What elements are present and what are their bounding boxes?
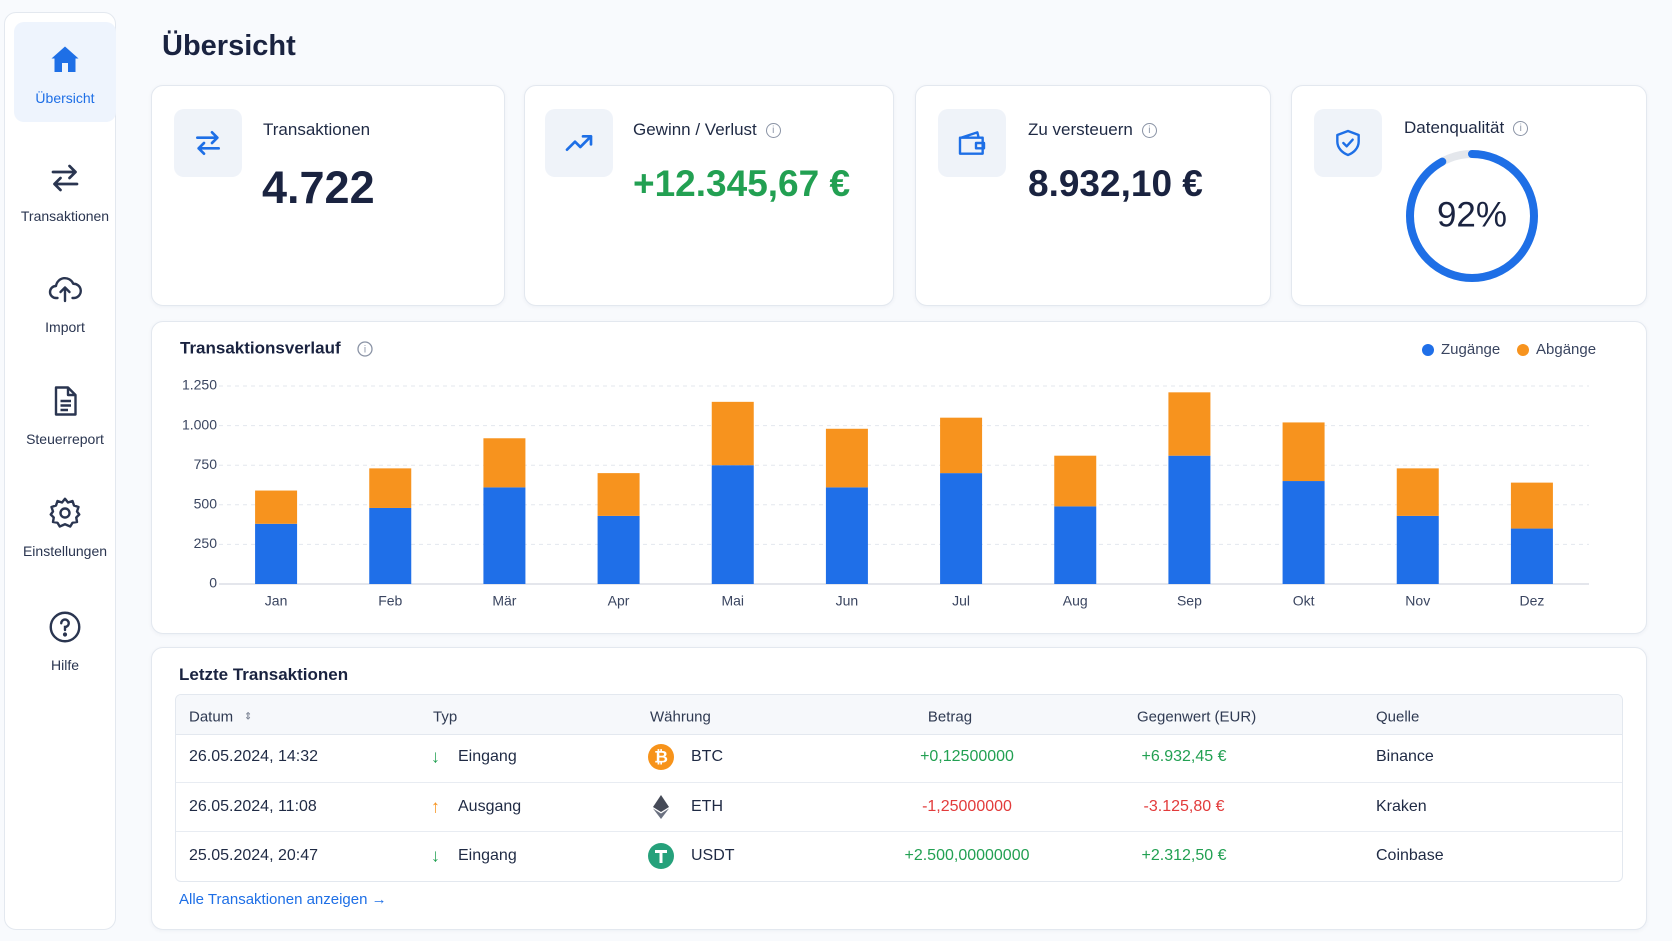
nav-label: Einstellungen [22,543,108,559]
label-text: Datenqualität [1404,118,1505,137]
quality-arc [1406,150,1538,282]
kpi-card: Zu versteuern i 8.932,10 € [915,85,1271,306]
table-cell: +2.312,50 € [1141,847,1227,864]
table-cell: Kraken [1376,797,1427,815]
label-text: Zu versteuern [1028,120,1133,139]
table-cell: +0,12500000 [920,748,1014,765]
nav-item[interactable]: Steuerreport [14,363,116,463]
import-icon [48,277,82,303]
table-cell: Eingang [458,847,517,864]
column-header: Quelle [1376,708,1420,726]
nav-label: Transaktionen [20,208,110,224]
table-cell: -1,25000000 [922,797,1012,815]
table-cell: +2.500,00000000 [904,847,1030,864]
settings-icon [49,497,81,528]
wallet-icon [958,131,986,155]
arrow-down-icon: ↓ [431,845,440,866]
quality-value: 92% [1437,195,1507,234]
nav-item[interactable]: Import [14,251,116,351]
nav-label: Übersicht [35,90,95,106]
table-title: Letzte Transaktionen [179,665,349,684]
chart-card [151,321,1647,634]
table-cell: 26.05.2024, 14:32 [189,748,319,765]
table-cell: Binance [1376,748,1434,765]
table-cell: +6.932,45 € [1141,748,1227,765]
card-icon [174,109,242,177]
card-label: Transaktionen [263,120,371,139]
card-label: Zu versteuern i [1028,120,1157,140]
shield-icon [1336,129,1360,157]
table-cell: Ausgang [458,797,522,815]
table-cell: -3.125,80 € [1143,797,1225,815]
label-text: Gewinn / Verlust [633,120,757,139]
svg-text:₿: ₿ [654,747,668,766]
table-cell: 25.05.2024, 20:47 [189,847,319,864]
help-icon [49,611,81,643]
table [175,694,1623,882]
nav-label: Steuerreport [26,431,104,447]
table-cell: Eingang [458,748,517,765]
kpi-card: Gewinn / Verlust i +12.345,67 € [524,85,894,306]
card-label: Gewinn / Verlust i [633,120,781,140]
arrow-up-icon: ↑ [431,796,440,816]
card-icon [545,109,613,177]
table-card: Letzte Transaktionen Alle Transaktionen … [151,647,1647,930]
arrow-down-icon: ↓ [431,746,440,767]
transfer-icon [196,131,220,155]
view-all-link[interactable]: Alle Transaktionen anzeigen → [179,891,387,908]
card-icon [1314,109,1382,177]
card-value: 4.722 [262,162,375,213]
table-cell: 26.05.2024, 11:08 [189,797,317,815]
nav-item[interactable]: Hilfe [14,589,116,689]
nav-item[interactable]: Transaktionen [14,140,116,240]
column-header: Gegenwert (EUR) [1137,708,1257,726]
coin-icon [653,794,669,819]
transfer-icon [51,164,79,192]
report-icon [54,386,77,416]
table-cell: Coinbase [1376,847,1444,864]
kpi-card: Datenqualität i 92% [1291,85,1647,306]
info-icon[interactable]: i [1513,121,1529,136]
quality-ring: 92% [1406,150,1538,282]
table-header [176,695,1622,735]
trend-icon [565,135,593,151]
sidebar: Übersicht Transaktionen Import Steuerrep… [4,12,116,930]
info-icon[interactable]: i [1141,123,1157,138]
info-icon[interactable]: i [765,123,781,138]
nav-item[interactable]: Einstellungen [14,475,116,575]
table-cell: USDT [691,847,735,864]
coin-icon [648,843,674,869]
nav-label: Import [45,319,85,335]
table-cell: BTC [691,748,723,765]
card-icon [938,109,1006,177]
column-header[interactable]: Datum [189,708,234,726]
table-cell: ETH [691,797,723,815]
kpi-card: Transaktionen 4.722 [151,85,505,306]
nav-item[interactable]: Übersicht [14,22,116,122]
column-header: Währung [650,708,711,726]
nav-label: Hilfe [50,657,79,673]
arrow-icon: → [371,891,387,908]
home-icon [51,46,79,72]
link-text: Alle Transaktionen anzeigen [179,891,368,908]
column-header: Betrag [927,708,973,726]
coin-icon: ₿ [648,744,674,770]
sort-icon: ⇕ [244,711,253,723]
card-label: Datenqualität i [1404,118,1529,138]
row-divider [176,781,1622,783]
card-value: +12.345,67 € [633,163,851,204]
page-title: Übersicht [162,30,296,62]
row-divider [176,831,1622,832]
card-value: 8.932,10 € [1028,163,1203,204]
column-header: Typ [433,708,458,726]
